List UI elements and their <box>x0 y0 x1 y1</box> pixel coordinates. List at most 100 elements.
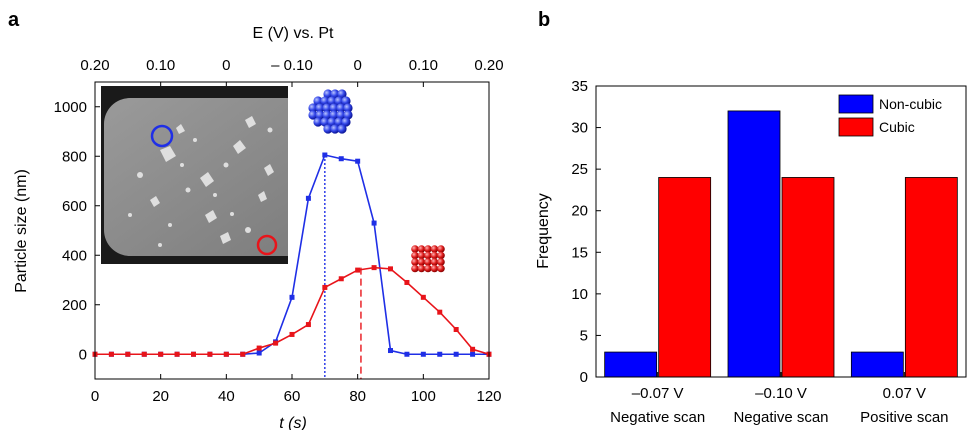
y-tick-label: 200 <box>62 297 87 314</box>
panel-a-line-chart: E (V) vs. Pt 0.20 0.10 0 – 0.10 0 0.10 0.20 0 2… <box>13 25 504 430</box>
data-point-blue <box>289 294 295 300</box>
y-axis-title: Frequency <box>535 193 552 269</box>
data-point-blue <box>404 351 410 357</box>
x-tick-label: –0.10 V <box>755 385 807 402</box>
y-tick-label: 30 <box>571 120 588 137</box>
sphere <box>336 110 346 120</box>
sphere <box>308 103 318 113</box>
sphere <box>417 258 426 266</box>
data-point-red <box>174 351 180 357</box>
x-tick-label: 100 <box>411 388 436 405</box>
data-point-blue <box>355 158 361 164</box>
data-point-blue <box>437 351 443 357</box>
data-point-red <box>125 351 131 357</box>
x-tick-label: 0.07 V <box>883 385 926 402</box>
sphere <box>334 117 344 127</box>
y-tick-label: 1000 <box>54 99 87 116</box>
sphere <box>424 251 432 260</box>
x-tick-label: –0.07 V <box>632 385 684 402</box>
legend-swatch-noncubic <box>838 94 874 114</box>
sphere <box>424 245 432 253</box>
plot-frame <box>94 81 490 380</box>
data-point-red <box>191 351 196 357</box>
y-tick-label: 0 <box>580 369 588 386</box>
noncubic-cluster-icon <box>308 89 353 134</box>
sphere <box>336 103 346 113</box>
x-tick-label: 20 <box>152 388 169 405</box>
top-tick-label: 0 <box>353 57 361 74</box>
x-tick-label: 0 <box>91 388 99 405</box>
sphere <box>417 251 426 260</box>
y-axis-title: Particle size (nm) <box>13 169 30 293</box>
sphere <box>430 264 439 273</box>
top-tick-label: – 0.10 <box>271 57 313 74</box>
x-tick-label: 40 <box>218 388 235 405</box>
legend-label-cubic: Cubic <box>879 119 915 135</box>
data-point-red <box>404 279 410 285</box>
data-point-blue <box>305 195 311 201</box>
y-tick-label: 10 <box>571 286 588 303</box>
data-point-red <box>355 267 361 273</box>
data-point-blue <box>371 220 377 226</box>
sphere <box>437 245 445 253</box>
microscope-image-icon <box>101 86 288 264</box>
line-series <box>92 152 492 357</box>
sphere <box>330 89 340 99</box>
legend-label-noncubic: Non-cubic <box>879 96 942 112</box>
top-tick-label: 0.10 <box>146 57 175 74</box>
x-tick-sublabel: Negative scan <box>610 409 705 426</box>
panel-b-bar-chart: 0 5 10 15 20 25 30 35 –0.07 V Negative scan –0.10 … <box>535 78 967 426</box>
data-point-red <box>305 322 311 328</box>
sphere <box>411 251 419 260</box>
bar-cubic <box>904 177 958 378</box>
data-point-red <box>322 284 328 290</box>
sphere <box>411 264 419 273</box>
data-point-blue <box>470 351 476 357</box>
bar-noncubic <box>604 351 658 378</box>
sphere <box>411 245 419 253</box>
sphere <box>430 258 439 266</box>
data-point-red <box>470 346 476 352</box>
data-point-blue <box>338 156 344 162</box>
data-point-red <box>256 345 262 351</box>
legend: Non-cubic Cubic <box>838 94 942 137</box>
data-point-blue <box>453 351 459 357</box>
y-tick-label: 800 <box>62 148 87 165</box>
data-point-blue <box>256 350 262 356</box>
bar-cubic <box>658 177 712 378</box>
y-tick-label: 600 <box>62 198 87 215</box>
data-point-red <box>338 276 344 282</box>
sphere <box>313 96 323 106</box>
y-tick-label: 25 <box>571 161 588 178</box>
data-point-red <box>223 351 229 357</box>
sphere <box>330 124 340 134</box>
x-tick-label: 120 <box>476 388 501 405</box>
sphere <box>327 117 337 127</box>
sphere <box>327 96 337 106</box>
x-tick-label: 80 <box>349 388 366 405</box>
sphere <box>334 96 344 106</box>
y-tick-label: 5 <box>580 327 588 344</box>
sphere <box>337 124 347 134</box>
reference-lines <box>324 155 362 379</box>
top-axis-title: E (V) vs. Pt <box>253 25 334 42</box>
data-point-red <box>420 294 426 300</box>
panel-a-label: a <box>8 9 20 31</box>
y-tick-label: 0 <box>79 346 87 363</box>
bar-noncubic <box>850 351 904 378</box>
sphere <box>437 264 445 273</box>
top-tick-label: 0.20 <box>474 57 503 74</box>
sphere <box>322 110 332 120</box>
x-axis-title: t (s) <box>279 415 307 430</box>
sphere <box>437 251 445 260</box>
bar-noncubic <box>727 110 781 378</box>
y-tick-label: 400 <box>62 247 87 264</box>
data-point-red <box>437 309 443 315</box>
data-point-red <box>240 351 246 357</box>
sphere <box>323 124 333 134</box>
sphere <box>437 258 445 266</box>
top-axis-ticks: 0.20 0.10 0 – 0.10 0 0.10 0.20 <box>80 57 504 87</box>
legend-swatch-cubic <box>838 117 874 137</box>
cubic-cluster-icon <box>411 245 445 273</box>
data-point-blue <box>388 348 393 354</box>
